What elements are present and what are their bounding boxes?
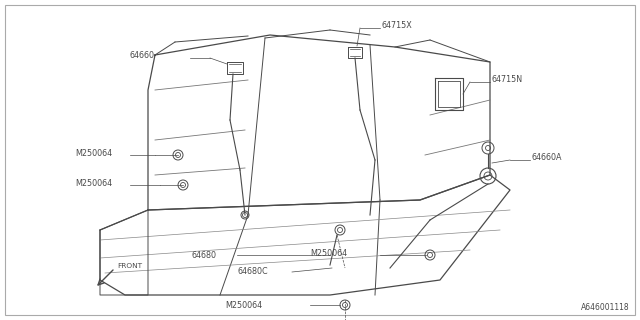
- Text: 64660: 64660: [130, 51, 155, 60]
- Text: M250064: M250064: [225, 300, 262, 309]
- Text: M250064: M250064: [310, 249, 347, 258]
- Text: M250064: M250064: [75, 179, 112, 188]
- Text: A646001118: A646001118: [581, 303, 630, 312]
- Text: 64715X: 64715X: [382, 20, 413, 29]
- Text: 64660A: 64660A: [532, 154, 563, 163]
- Text: 64680C: 64680C: [237, 268, 268, 276]
- Text: 64680: 64680: [192, 251, 217, 260]
- Text: 64715N: 64715N: [492, 76, 523, 84]
- Text: FRONT: FRONT: [117, 263, 142, 269]
- Text: M250064: M250064: [75, 148, 112, 157]
